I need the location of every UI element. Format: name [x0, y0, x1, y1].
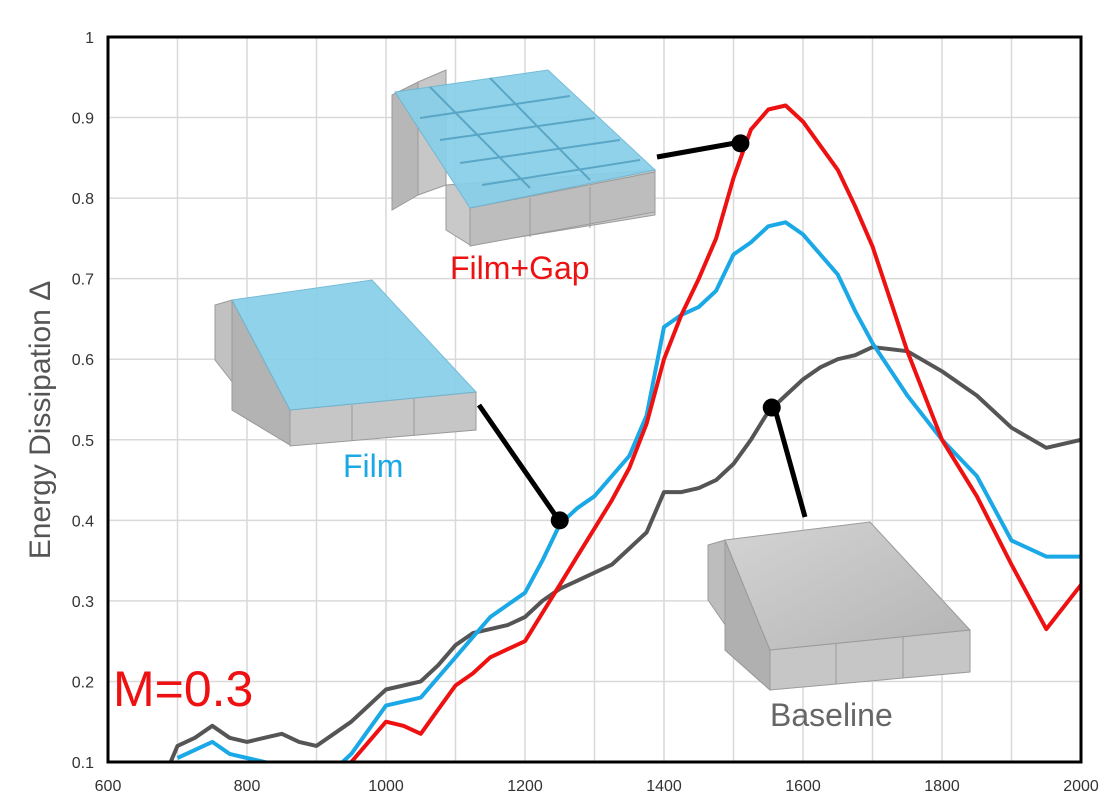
- x-tick-label: 1200: [507, 778, 543, 795]
- series-line-film-gap: [349, 103, 1081, 762]
- baseline-label: Baseline: [770, 697, 893, 733]
- x-tick-label: 1000: [368, 778, 404, 795]
- y-tick-label: 0.5: [72, 433, 94, 450]
- x-tick-label: 1600: [785, 778, 821, 795]
- y-tick-label: 0.3: [72, 594, 94, 611]
- y-tick-label: 0.2: [72, 674, 94, 691]
- series-line-film: [176, 220, 1081, 762]
- callout-markers: [550, 134, 781, 530]
- mach-number-label: M=0.3: [113, 661, 253, 717]
- x-tick-label: 1800: [924, 778, 960, 795]
- series-layer: [168, 103, 1081, 762]
- x-tick-label: 2000: [1063, 778, 1099, 795]
- film-label: Film: [343, 448, 403, 484]
- y-tick-label: 0.8: [72, 191, 94, 208]
- x-tick-label: 800: [234, 778, 261, 795]
- film-gap-panel-image: [391, 69, 657, 247]
- plot-frame: [106, 35, 1083, 764]
- x-tick-label: 1400: [646, 778, 682, 795]
- y-tick-label: 0.6: [72, 352, 94, 369]
- baseline-panel-image: [707, 521, 972, 692]
- film-leader-line: [476, 403, 561, 521]
- film-panel-image: [214, 279, 478, 447]
- x-axis-ticks: 600 800 1000 1200 1400 1600 1800 2000: [95, 778, 1099, 795]
- y-tick-label: 0.9: [72, 111, 94, 128]
- y-tick-label: 0.1: [72, 755, 94, 772]
- film-gap-label: Film+Gap: [450, 250, 590, 286]
- film-gap-marker: [731, 134, 750, 153]
- y-axis-label: Energy Dissipation Δ: [24, 281, 57, 560]
- film-marker: [550, 511, 569, 530]
- y-tick-label: 0.7: [72, 272, 94, 289]
- film-gap-leader-line: [656, 139, 742, 160]
- series-line-baseline: [168, 345, 1081, 762]
- baseline-leader-line: [772, 408, 808, 518]
- y-tick-label: 1: [85, 30, 94, 47]
- y-axis-ticks: 0.1 0.2 0.3 0.4 0.5 0.6 0.7 0.8 0.9 1: [72, 30, 94, 772]
- x-tick-label: 600: [95, 778, 122, 795]
- y-tick-label: 0.4: [72, 513, 94, 530]
- baseline-marker: [762, 398, 781, 417]
